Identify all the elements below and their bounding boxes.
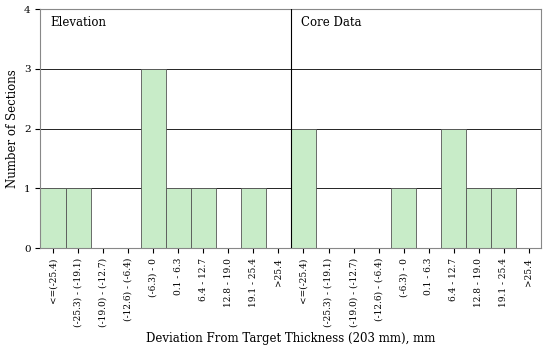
Bar	[241, 188, 266, 248]
Y-axis label: Number of Sections: Number of Sections	[5, 69, 19, 188]
Bar	[491, 188, 516, 248]
Bar	[391, 188, 416, 248]
Bar	[191, 188, 216, 248]
X-axis label: Deviation From Target Thickness (203 mm), mm: Deviation From Target Thickness (203 mm)…	[146, 332, 435, 345]
Text: Elevation: Elevation	[50, 16, 107, 29]
Bar	[466, 188, 491, 248]
Bar	[441, 128, 466, 248]
Bar	[40, 188, 66, 248]
Text: Core Data: Core Data	[301, 16, 362, 29]
Bar	[141, 69, 166, 248]
Bar	[66, 188, 91, 248]
Bar	[166, 188, 191, 248]
Bar	[291, 128, 316, 248]
